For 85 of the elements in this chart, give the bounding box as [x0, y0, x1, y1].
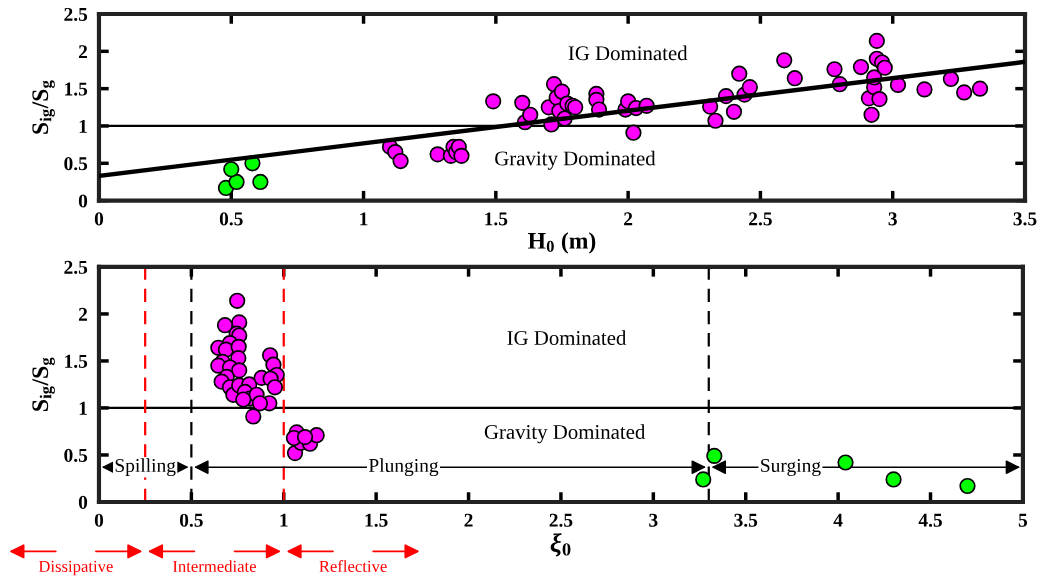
point: [266, 379, 284, 396]
annotation: Surging: [761, 458, 821, 477]
y-tick-label: 2.5: [64, 7, 88, 22]
point: [971, 80, 989, 97]
y-tick-label: 0.5: [64, 157, 88, 171]
point: [956, 84, 973, 101]
annotation: Plunging: [368, 458, 439, 477]
x-tick-label: 2: [624, 212, 633, 226]
x-tick-label: 3: [649, 513, 658, 527]
y-tick-label: 2.5: [64, 260, 88, 274]
point: [392, 152, 409, 170]
x-tick-label: 1: [360, 212, 368, 226]
y-tick-label: 0: [78, 194, 88, 208]
point: [485, 93, 502, 110]
point: [522, 106, 539, 123]
x-tick-label: 5: [1018, 513, 1028, 527]
x-tick-label: 1: [280, 513, 288, 527]
x-tick-label: 0: [94, 513, 104, 527]
point: [786, 70, 803, 87]
y-tick-label: 2: [78, 45, 88, 59]
y-axis-title: S$_{ig}$/S$_{g}$: [32, 80, 55, 134]
x-tick-label: 0.5: [219, 212, 243, 226]
x-axis-title: H$_{0}$ (m): [528, 232, 596, 254]
point: [707, 112, 724, 129]
x-tick-label: 3.5: [1013, 212, 1037, 226]
point: [706, 447, 723, 465]
point: [725, 103, 743, 120]
point: [695, 471, 712, 488]
point: [228, 173, 245, 191]
x-tick-label: 3.5: [734, 513, 758, 527]
annotation: IG Dominated: [568, 45, 688, 61]
point: [251, 395, 269, 412]
point: [942, 70, 960, 88]
text: Reflective: [319, 560, 387, 572]
point: [245, 408, 262, 425]
point: [216, 317, 234, 334]
point: [553, 83, 571, 100]
x-tick-label: 4: [833, 513, 843, 527]
annotation: Gravity Dominated: [495, 150, 656, 170]
point: [741, 79, 758, 96]
point: [885, 471, 902, 488]
annotation: Gravity Dominated: [484, 424, 646, 444]
point: [231, 362, 248, 379]
point: [223, 161, 240, 178]
x-tick-label: 0: [94, 212, 104, 226]
point: [625, 124, 642, 141]
annotation: Spilling: [115, 458, 176, 477]
point: [229, 292, 246, 309]
y-tick-label: 0.5: [64, 448, 88, 462]
point: [235, 391, 252, 408]
point: [776, 52, 793, 69]
y-tick-label: 2: [78, 307, 88, 321]
x-tick-label: 2: [464, 513, 473, 527]
text: Intermediate: [172, 560, 256, 572]
point: [731, 65, 748, 82]
x-tick-label: 1.5: [365, 513, 388, 527]
y-axis-title: S$_{ig}$/S$_{g}$: [32, 357, 55, 411]
point: [296, 428, 314, 446]
point: [868, 32, 885, 50]
y-tick-label: 1.5: [65, 354, 88, 368]
point: [876, 59, 893, 76]
y-tick-label: 1.5: [65, 82, 88, 96]
annotation: IG Dominated: [507, 330, 627, 346]
x-tick-label: 2.5: [549, 513, 573, 527]
x-tick-label: 3: [888, 212, 897, 226]
text: Dissipative: [38, 560, 113, 576]
x-axis-title: ξ$_{0}$: [550, 533, 571, 557]
y-tick-label: 1: [79, 119, 87, 133]
point: [852, 58, 870, 76]
x-tick-label: 1.5: [485, 212, 508, 226]
point: [252, 173, 269, 191]
point: [514, 94, 531, 111]
point: [837, 454, 854, 471]
point: [826, 61, 843, 78]
x-tick-label: 2.5: [749, 212, 772, 226]
point: [916, 81, 933, 98]
point: [863, 106, 880, 123]
x-tick-label: 0.5: [179, 513, 203, 527]
point: [959, 477, 976, 495]
x-tick-label: 4.5: [918, 513, 942, 527]
point: [453, 147, 470, 164]
y-tick-label: 1: [79, 401, 87, 415]
y-tick-label: 0: [78, 495, 88, 509]
point: [871, 90, 888, 108]
point: [429, 146, 446, 163]
